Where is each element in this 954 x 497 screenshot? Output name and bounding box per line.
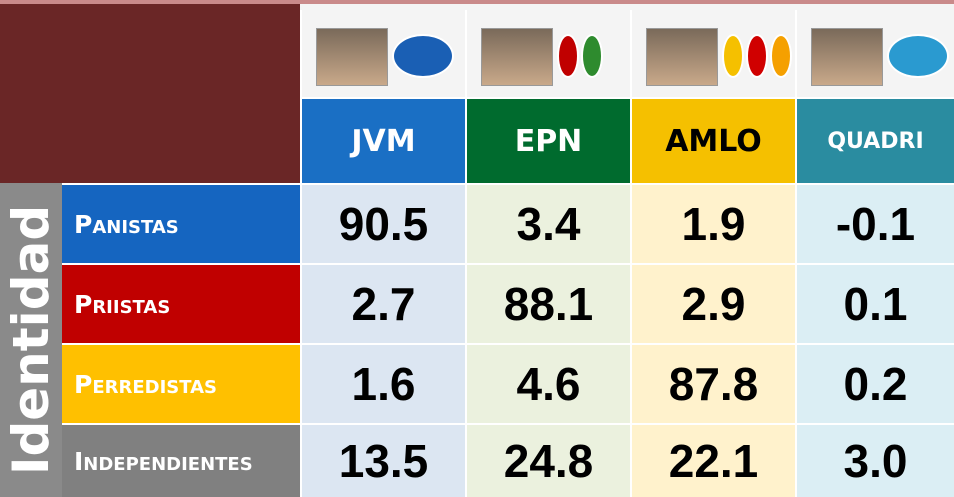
row-label: Perredistas	[62, 343, 300, 423]
table-cell: 87.8	[630, 343, 795, 423]
side-label-box: Identidad	[0, 183, 62, 497]
candidate-photo	[646, 28, 718, 86]
column-header: AMLO	[630, 97, 795, 183]
table-cell: 1.6	[300, 343, 465, 423]
party-emblem	[746, 34, 768, 78]
party-emblem	[722, 34, 744, 78]
side-label: Identidad	[2, 204, 60, 476]
table-cell: 2.7	[300, 263, 465, 343]
table-cell: 0.1	[795, 263, 954, 343]
column-header: EPN	[465, 97, 630, 183]
table-cell: 13.5	[300, 423, 465, 497]
table-cell: 24.8	[465, 423, 630, 497]
candidate-logo	[795, 10, 954, 97]
party-emblem	[770, 34, 792, 78]
top-border	[0, 0, 954, 4]
column-header: QUADRI	[795, 97, 954, 183]
table-cell: 3.0	[795, 423, 954, 497]
table-cell: 2.9	[630, 263, 795, 343]
candidate-photo	[811, 28, 883, 86]
party-emblem	[887, 34, 949, 78]
candidate-photo	[316, 28, 388, 86]
row-label: Independientes	[62, 423, 300, 497]
logo-strip	[300, 4, 954, 10]
column-header: JVM	[300, 97, 465, 183]
table-cell: 3.4	[465, 183, 630, 263]
table-cell: 0.2	[795, 343, 954, 423]
table-cell: -0.1	[795, 183, 954, 263]
row-label: Priistas	[62, 263, 300, 343]
party-emblem	[557, 34, 579, 78]
row-label: Panistas	[62, 183, 300, 263]
table-cell: 88.1	[465, 263, 630, 343]
table-cell: 1.9	[630, 183, 795, 263]
candidate-photo	[481, 28, 553, 86]
table-cell: 22.1	[630, 423, 795, 497]
candidate-logo	[300, 10, 465, 97]
party-emblem	[392, 34, 454, 78]
table-cell: 90.5	[300, 183, 465, 263]
table-cell: 4.6	[465, 343, 630, 423]
party-emblem	[581, 34, 603, 78]
candidate-logo	[465, 10, 630, 97]
candidate-logo	[630, 10, 795, 97]
